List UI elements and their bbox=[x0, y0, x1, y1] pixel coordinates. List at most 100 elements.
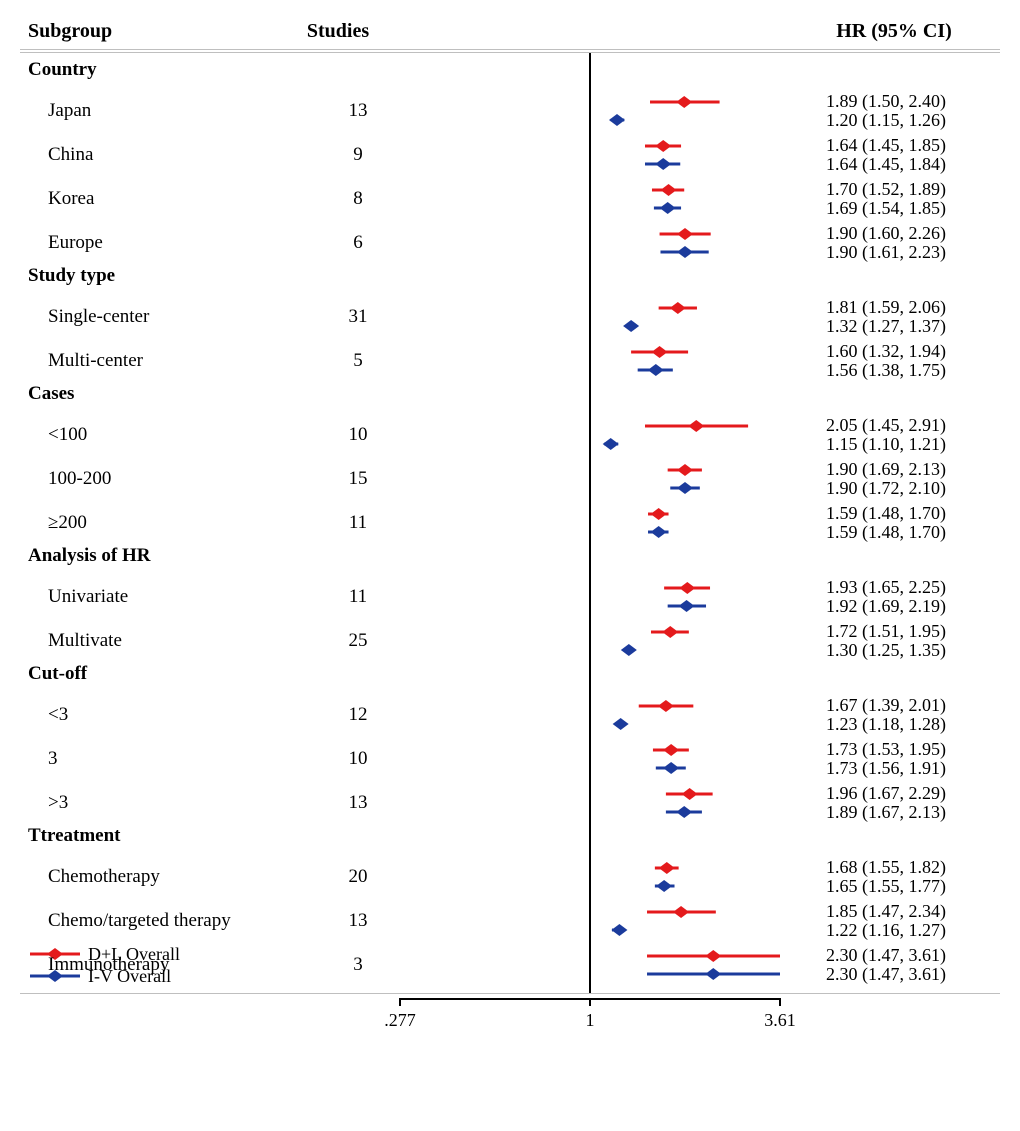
studies-count: 13 bbox=[288, 100, 428, 122]
hr-red-text: 1.67 (1.39, 2.01) bbox=[826, 696, 1000, 715]
hr-blue-text: 1.32 (1.27, 1.37) bbox=[826, 317, 1000, 336]
studies-count: 12 bbox=[288, 704, 428, 726]
hr-blue-text: 1.90 (1.72, 2.10) bbox=[826, 479, 1000, 498]
x-axis: .277 1 3.61 bbox=[20, 998, 1000, 1048]
group-heading: Study type bbox=[20, 265, 1000, 287]
axis-tick bbox=[399, 998, 401, 1006]
hr-blue-text: 1.89 (1.67, 2.13) bbox=[826, 803, 1000, 822]
hr-blue-text: 1.15 (1.10, 1.21) bbox=[826, 435, 1000, 454]
subgroup-label: 3 bbox=[20, 748, 288, 770]
hr-blue-text: 1.73 (1.56, 1.91) bbox=[826, 759, 1000, 778]
studies-count: 11 bbox=[288, 586, 428, 608]
hr-red-text: 2.30 (1.47, 3.61) bbox=[826, 946, 1000, 965]
subgroup-label: ≥200 bbox=[20, 512, 288, 534]
axis-tick-label: .277 bbox=[384, 1010, 416, 1031]
subgroup-label: >3 bbox=[20, 792, 288, 814]
forest-row: Chemotherapy20 1.68 (1.55, 1.82) 1.65 (1.… bbox=[20, 855, 1000, 899]
subgroup-label: China bbox=[20, 144, 288, 166]
header-studies: Studies bbox=[268, 20, 408, 43]
subgroup-label: Multivate bbox=[20, 630, 288, 652]
group-heading: Analysis of HR bbox=[20, 545, 1000, 567]
hr-red-text: 1.81 (1.59, 2.06) bbox=[826, 298, 1000, 317]
header-subgroup: Subgroup bbox=[20, 20, 268, 43]
studies-count: 15 bbox=[288, 468, 428, 490]
forest-row: Multivate251.72 (1.51, 1.95) 1.30 (1.25,… bbox=[20, 619, 1000, 663]
forest-row: Europe61.90 (1.60, 2.26) 1.90 (1.61, 2.2… bbox=[20, 221, 1000, 265]
studies-count: 20 bbox=[288, 866, 428, 888]
subgroup-label: Univariate bbox=[20, 586, 288, 608]
hr-red-text: 1.72 (1.51, 1.95) bbox=[826, 622, 1000, 641]
hr-red-text: 1.90 (1.69, 2.13) bbox=[826, 460, 1000, 479]
hr-blue-text: 1.23 (1.18, 1.28) bbox=[826, 715, 1000, 734]
studies-count: 10 bbox=[288, 748, 428, 770]
hr-blue-text: 1.56 (1.38, 1.75) bbox=[826, 361, 1000, 380]
forest-row: Multi-center5 1.60 (1.32, 1.94) 1.56 (1.3… bbox=[20, 339, 1000, 383]
hr-red-text: 1.60 (1.32, 1.94) bbox=[826, 342, 1000, 361]
header-hr: HR (95% CI) bbox=[788, 20, 1000, 43]
hr-blue-text: 1.20 (1.15, 1.26) bbox=[826, 111, 1000, 130]
studies-count: 3 bbox=[288, 954, 428, 976]
subgroup-label: <3 bbox=[20, 704, 288, 726]
axis-tick-label: 1 bbox=[586, 1010, 595, 1031]
studies-count: 10 bbox=[288, 424, 428, 446]
hr-blue-text: 1.64 (1.45, 1.84) bbox=[826, 155, 1000, 174]
forest-plot: Subgroup Studies HR (95% CI) D+L Overall… bbox=[20, 20, 1000, 1110]
plot-body: D+L Overall I-V OverallCountryJapan131.8… bbox=[20, 53, 1000, 993]
footer-rule bbox=[20, 993, 1000, 994]
group-heading: Country bbox=[20, 59, 1000, 81]
hr-red-text: 1.90 (1.60, 2.26) bbox=[826, 224, 1000, 243]
axis-tick-label: 3.61 bbox=[764, 1010, 796, 1031]
forest-row: ≥20011 1.59 (1.48, 1.70) 1.59 (1.48, 1.70… bbox=[20, 501, 1000, 545]
hr-red-text: 1.59 (1.48, 1.70) bbox=[826, 504, 1000, 523]
forest-row: <10010 2.05 (1.45, 2.91) 1.15 (1.10, 1.21… bbox=[20, 413, 1000, 457]
hr-blue-text: 1.65 (1.55, 1.77) bbox=[826, 877, 1000, 896]
studies-count: 9 bbox=[288, 144, 428, 166]
marker-iv bbox=[20, 53, 21, 54]
subgroup-label: Chemotherapy bbox=[20, 866, 288, 888]
subgroup-label: Single-center bbox=[20, 306, 288, 328]
hr-red-text: 1.89 (1.50, 2.40) bbox=[826, 92, 1000, 111]
subgroup-label: <100 bbox=[20, 424, 288, 446]
subgroup-label: Immunotherapy bbox=[20, 954, 288, 976]
subgroup-label: 100-200 bbox=[20, 468, 288, 490]
group-heading: Cut-off bbox=[20, 663, 1000, 685]
forest-row: Japan13 1.89 (1.50, 2.40) 1.20 (1.15, 1.2… bbox=[20, 89, 1000, 133]
header-row: Subgroup Studies HR (95% CI) bbox=[20, 20, 1000, 49]
studies-count: 5 bbox=[288, 350, 428, 372]
forest-row: 100-20015 1.90 (1.69, 2.13) 1.90 (1.72, 2… bbox=[20, 457, 1000, 501]
forest-row: Korea81.70 (1.52, 1.89) 1.69 (1.54, 1.85… bbox=[20, 177, 1000, 221]
hr-red-text: 1.68 (1.55, 1.82) bbox=[826, 858, 1000, 877]
forest-row: Univariate111.93 (1.65, 2.25) 1.92 (1.69… bbox=[20, 575, 1000, 619]
studies-count: 11 bbox=[288, 512, 428, 534]
studies-count: 13 bbox=[288, 910, 428, 932]
hr-red-text: 1.73 (1.53, 1.95) bbox=[826, 740, 1000, 759]
forest-row: >313 1.96 (1.67, 2.29) 1.89 (1.67, 2.13) bbox=[20, 781, 1000, 825]
subgroup-label: Japan bbox=[20, 100, 288, 122]
subgroup-label: Chemo/targeted therapy bbox=[20, 910, 288, 932]
studies-count: 8 bbox=[288, 188, 428, 210]
hr-red-text: 1.64 (1.45, 1.85) bbox=[826, 136, 1000, 155]
studies-count: 25 bbox=[288, 630, 428, 652]
forest-row: Single-center31 1.81 (1.59, 2.06) 1.32 (1… bbox=[20, 295, 1000, 339]
hr-red-text: 1.96 (1.67, 2.29) bbox=[826, 784, 1000, 803]
forest-row: Immunotherapy3 2.30 (1.47, 3.61) 2.30 (1.… bbox=[20, 943, 1000, 987]
hr-blue-text: 1.22 (1.16, 1.27) bbox=[826, 921, 1000, 940]
forest-row: China9 1.64 (1.45, 1.85) 1.64 (1.45, 1.84… bbox=[20, 133, 1000, 177]
hr-blue-text: 1.90 (1.61, 2.23) bbox=[826, 243, 1000, 262]
subgroup-label: Korea bbox=[20, 188, 288, 210]
studies-count: 6 bbox=[288, 232, 428, 254]
group-heading: Cases bbox=[20, 383, 1000, 405]
hr-blue-text: 1.59 (1.48, 1.70) bbox=[826, 523, 1000, 542]
studies-count: 31 bbox=[288, 306, 428, 328]
header-rule-top bbox=[20, 49, 1000, 50]
hr-blue-text: 2.30 (1.47, 3.61) bbox=[826, 965, 1000, 984]
forest-row: 310 1.73 (1.53, 1.95) 1.73 (1.56, 1.91) bbox=[20, 737, 1000, 781]
subgroup-label: Multi-center bbox=[20, 350, 288, 372]
forest-row: Chemo/targeted therapy131.85 (1.47, 2.34… bbox=[20, 899, 1000, 943]
studies-count: 13 bbox=[288, 792, 428, 814]
axis-tick bbox=[589, 998, 591, 1006]
hr-red-text: 2.05 (1.45, 2.91) bbox=[826, 416, 1000, 435]
hr-red-text: 1.93 (1.65, 2.25) bbox=[826, 578, 1000, 597]
hr-red-text: 1.70 (1.52, 1.89) bbox=[826, 180, 1000, 199]
group-heading: Ttreatment bbox=[20, 825, 1000, 847]
